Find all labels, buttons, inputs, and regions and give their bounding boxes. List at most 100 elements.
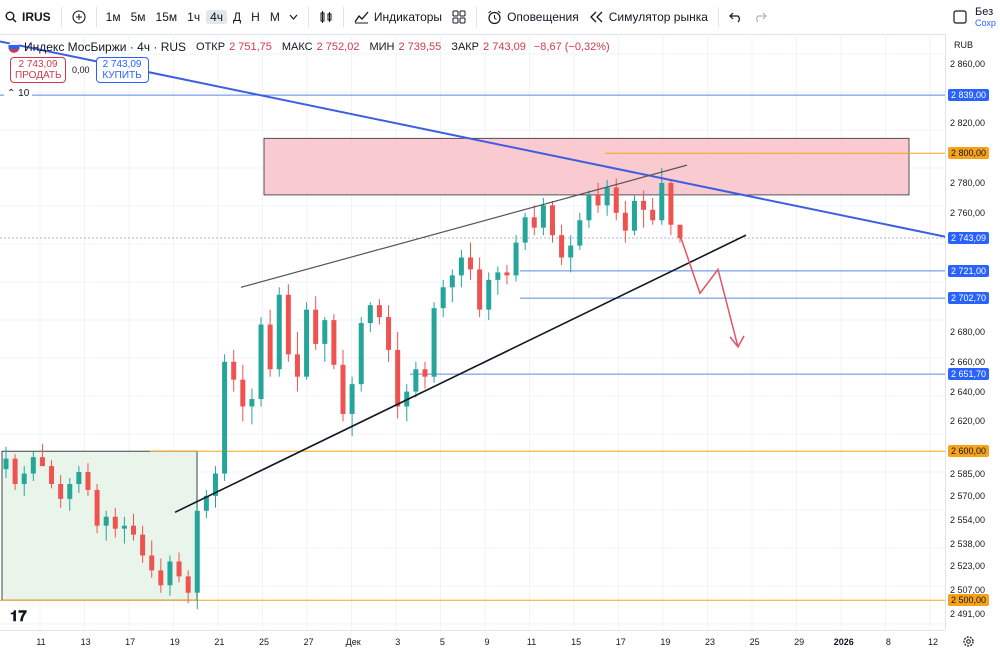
- candle-body: [650, 209, 656, 221]
- layouts-button[interactable]: [447, 3, 471, 31]
- candle-body: [140, 534, 146, 556]
- chart-type-button[interactable]: [314, 3, 338, 31]
- settings-icon[interactable]: [962, 635, 975, 648]
- add-symbol-button[interactable]: [67, 3, 91, 31]
- candle-body: [522, 217, 528, 243]
- candle-body: [413, 369, 419, 392]
- candle-body: [85, 472, 91, 490]
- candle-body: [121, 525, 127, 529]
- candle-body: [176, 561, 182, 577]
- price-tick: 2 507,00: [950, 584, 986, 595]
- candle-body: [458, 257, 464, 276]
- time-axis[interactable]: 11 13 17 19 21 25 27 Дек 3 5 9 11 15 17 19 23 25 29 2026 8 1…: [0, 630, 974, 654]
- candle-body: [477, 269, 483, 310]
- candle-body: [349, 384, 355, 414]
- candle-body: [294, 354, 300, 377]
- price-label[interactable]: 2 839,00: [948, 89, 990, 102]
- replay-button[interactable]: Симулятор рынка: [584, 3, 713, 31]
- candle-body: [367, 305, 373, 324]
- candle-body: [549, 205, 555, 236]
- replay-label: Симулятор рынка: [608, 10, 708, 24]
- interval-6[interactable]: Н: [251, 10, 260, 24]
- pane-collapse-badge[interactable]: ⌃ 10: [4, 88, 33, 99]
- price-label[interactable]: 2 651,70: [948, 368, 990, 381]
- layout-checkbox[interactable]: [948, 3, 972, 31]
- price-tick: 2 538,00: [950, 538, 986, 549]
- symbol-search[interactable]: IRUS: [0, 3, 56, 31]
- candle-body: [249, 399, 255, 407]
- legend-high-label: МАКС: [281, 41, 313, 53]
- indicators-button[interactable]: Индикаторы: [349, 3, 447, 31]
- candle-body: [12, 458, 18, 484]
- price-label[interactable]: 2 500,00: [948, 594, 990, 607]
- interval-7[interactable]: М: [269, 10, 280, 24]
- buy-label: КУПИТЬ: [102, 70, 142, 81]
- flag-icon: [8, 41, 20, 53]
- price-tick: 2 860,00: [950, 58, 986, 69]
- price-tick: 2 640,00: [950, 386, 986, 397]
- redo-button[interactable]: [748, 3, 772, 31]
- price-tick: 2 554,00: [950, 514, 986, 525]
- price-label[interactable]: 2 702,70: [948, 292, 990, 305]
- price-label[interactable]: 2 800,00: [948, 147, 990, 160]
- candle-body: [668, 183, 674, 225]
- price-tick: 2 820,00: [950, 118, 986, 129]
- candle-body: [304, 309, 310, 377]
- candle-body: [468, 257, 474, 270]
- candle-body: [431, 308, 437, 377]
- candle-body: [677, 224, 683, 239]
- candle-body: [622, 212, 628, 231]
- buy-price: 2 743,09: [102, 59, 142, 70]
- price-label[interactable]: 2 600,00: [948, 445, 990, 458]
- interval-0[interactable]: 1м: [105, 10, 121, 24]
- alerts-label: Оповещения: [507, 10, 579, 24]
- undo-button[interactable]: [724, 3, 748, 31]
- currency-label[interactable]: RUB: [954, 40, 974, 50]
- interval-dropdown[interactable]: [284, 3, 303, 31]
- price-tick: 2 620,00: [950, 416, 986, 427]
- candle-body: [577, 220, 583, 246]
- rewind-icon: [589, 11, 603, 23]
- price-label[interactable]: 2 721,00: [948, 264, 990, 277]
- legend-open-label: ОТКР: [196, 41, 226, 53]
- time-tick: 8: [885, 637, 891, 647]
- candle-body: [203, 495, 209, 511]
- candle-body: [30, 457, 36, 474]
- indicators-icon: [354, 11, 369, 24]
- interval-1[interactable]: 5м: [130, 10, 146, 24]
- sell-button[interactable]: 2 743,09 ПРОДАТЬ: [10, 57, 66, 83]
- save-status-title: Без: [975, 6, 994, 18]
- price-axis[interactable]: RUB 2 860,00 2 820,00 2 780,00 2 760,00 2 72…: [945, 34, 1000, 630]
- chevron-down-icon: [289, 14, 298, 20]
- candle-body: [258, 324, 264, 400]
- candle-body: [67, 483, 73, 499]
- descending-trendline: [0, 40, 945, 238]
- chart-pane[interactable]: [0, 34, 945, 630]
- buy-button[interactable]: 2 743,09 КУПИТЬ: [95, 57, 149, 83]
- time-tick: 23: [704, 637, 716, 647]
- legend-change: −8,67 (−0,32%): [533, 41, 610, 53]
- legend-low-label: МИН: [369, 41, 395, 53]
- legend-close-label: ЗАКР: [451, 41, 480, 53]
- candle-body: [267, 324, 273, 370]
- rising-support-line: [174, 234, 747, 514]
- save-status[interactable]: Без Сохр: [975, 6, 996, 28]
- candle-body: [231, 361, 237, 380]
- undo-icon: [729, 12, 740, 23]
- interval-3[interactable]: 1ч: [187, 10, 201, 24]
- alerts-button[interactable]: Оповещения: [482, 3, 584, 31]
- candle-body: [167, 561, 173, 586]
- time-tick: 25: [258, 637, 270, 647]
- candle-body: [240, 379, 246, 407]
- separator: [60, 7, 62, 27]
- candle-body: [586, 194, 592, 221]
- legend-title[interactable]: Индекс МосБиржи · 4ч · RUS: [24, 40, 187, 54]
- time-tick: 11: [36, 637, 46, 647]
- interval-5[interactable]: Д: [233, 10, 242, 24]
- interval-2[interactable]: 15м: [155, 10, 178, 24]
- interval-4[interactable]: 4ч: [206, 10, 228, 24]
- time-tick: 25: [749, 637, 760, 647]
- candle-body: [285, 294, 291, 355]
- price-chart[interactable]: [0, 34, 945, 630]
- price-label[interactable]: 2 743,09: [948, 231, 990, 244]
